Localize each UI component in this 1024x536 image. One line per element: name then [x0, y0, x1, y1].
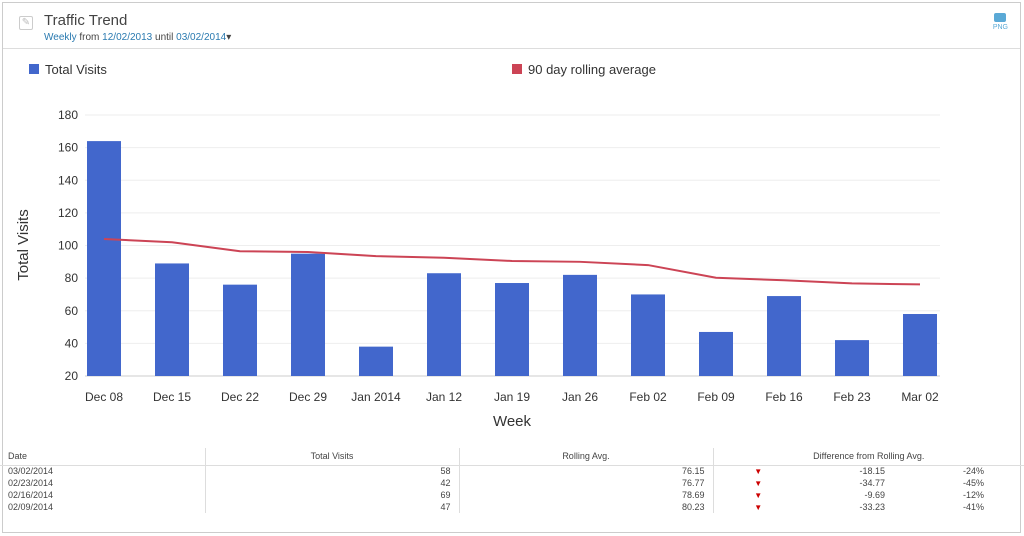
x-tick-label: Dec 22	[221, 390, 259, 404]
y-tick-label: 20	[65, 369, 79, 383]
cell-difference: -34.77	[859, 478, 885, 488]
cell-total-visits: 69	[205, 489, 460, 501]
until-label: until	[155, 32, 174, 43]
table-row: 02/16/2014 69 78.69 ▼ -9.69 -12%	[0, 489, 1024, 501]
export-label: PNG	[992, 24, 1008, 31]
y-tick-label: 140	[58, 173, 78, 187]
legend-label-total-visits: Total Visits	[45, 62, 107, 77]
x-tick-label: Dec 08	[85, 390, 123, 404]
bar	[87, 141, 121, 376]
cell-difference-pct: -12%	[962, 490, 984, 500]
y-tick-label: 80	[65, 271, 79, 285]
x-tick-label: Jan 12	[426, 390, 462, 404]
table-row: 03/02/2014 58 76.15 ▼ -18.15 -24%	[0, 465, 1024, 477]
col-difference[interactable]: Difference from Rolling Avg.	[713, 448, 1024, 466]
caret-down-icon[interactable]: ▾	[226, 32, 232, 43]
table-row: 02/23/2014 42 76.77 ▼ -34.77 -45%	[0, 477, 1024, 489]
rolling-average-line	[103, 237, 921, 286]
bar	[699, 331, 733, 376]
cell-total-visits: 47	[205, 501, 460, 513]
y-tick-label: 100	[58, 239, 78, 253]
export-png-button[interactable]: PNG	[993, 13, 1008, 31]
col-rolling-avg[interactable]: Rolling Avg.	[459, 448, 714, 466]
from-label: from	[79, 32, 100, 43]
cell-rolling-avg: 76.15	[459, 465, 714, 477]
x-tick-label: Feb 02	[629, 390, 667, 404]
cell-total-visits: 42	[205, 477, 460, 489]
cell-difference: -18.15	[859, 466, 885, 477]
down-arrow-icon: ▼	[754, 479, 763, 488]
col-date[interactable]: Date	[0, 448, 206, 466]
bar	[155, 263, 189, 376]
y-tick-label: 60	[65, 304, 79, 318]
y-tick-label: 180	[58, 108, 78, 122]
date-range-selector[interactable]: Weekly from 12/02/2013 until 03/02/2014▾	[44, 32, 231, 43]
legend-swatch-total-visits	[29, 64, 39, 74]
cell-total-visits: 58	[205, 465, 460, 477]
bar	[291, 253, 325, 376]
y-tick-label: 160	[58, 141, 78, 155]
x-tick-label: Mar 02	[901, 390, 939, 404]
y-axis-title: Total Visits	[15, 209, 32, 280]
widget-header: ✎ Traffic Trend Weekly from 12/02/2013 u…	[3, 3, 1020, 49]
bar	[563, 274, 597, 376]
cell-date: 02/16/2014	[0, 489, 206, 501]
bar	[359, 346, 393, 376]
cell-difference: -33.23	[859, 502, 885, 512]
cell-difference: -9.69	[864, 490, 885, 500]
x-tick-label: Feb 16	[765, 390, 803, 404]
cell-rolling-avg: 78.69	[459, 489, 714, 501]
y-tick-label: 120	[58, 206, 78, 220]
cell-date: 02/09/2014	[0, 501, 206, 513]
down-arrow-icon: ▼	[754, 503, 763, 512]
bar	[903, 314, 937, 376]
x-tick-label: Dec 29	[289, 390, 327, 404]
bar	[835, 340, 869, 376]
table-row: 02/09/2014 47 80.23 ▼ -33.23 -41%	[0, 501, 1024, 513]
down-arrow-icon: ▼	[754, 467, 763, 477]
x-tick-label: Feb 09	[697, 390, 735, 404]
camera-icon	[994, 13, 1007, 22]
x-tick-label: Jan 19	[494, 390, 530, 404]
cell-difference-pct: -41%	[962, 502, 984, 512]
cell-difference-pct: -24%	[962, 466, 984, 477]
bar	[631, 294, 665, 376]
bar	[223, 284, 257, 376]
cell-rolling-avg: 76.77	[459, 477, 714, 489]
cell-rolling-avg: 80.23	[459, 501, 714, 513]
chart: 20 40 60 80 100 120 140 160 180 Dec 08 Dec 15 Dec 2…	[15, 62, 940, 430]
x-tick-label: Dec 15	[153, 390, 191, 404]
x-tick-label: Jan 26	[562, 390, 598, 404]
y-tick-label: 40	[65, 336, 79, 350]
legend-label-rolling-average: 90 day rolling average	[528, 62, 656, 77]
col-total-visits[interactable]: Total Visits	[205, 448, 460, 466]
widget-title: Traffic Trend	[44, 12, 128, 29]
down-arrow-icon: ▼	[754, 491, 763, 500]
until-date-link[interactable]: 03/02/2014	[176, 32, 227, 43]
bar	[767, 296, 801, 376]
cell-date: 03/02/2014	[0, 465, 206, 477]
edit-icon[interactable]: ✎	[19, 16, 33, 30]
interval-link[interactable]: Weekly	[44, 32, 77, 43]
x-tick-label: Jan 2014	[351, 390, 401, 404]
cell-date: 02/23/2014	[0, 477, 206, 489]
bar	[427, 273, 461, 376]
x-axis-title: Week	[493, 413, 532, 430]
x-tick-label: Feb 23	[833, 390, 871, 404]
cell-difference-pct: -45%	[962, 478, 984, 488]
legend-swatch-rolling-average	[512, 64, 522, 74]
bar	[495, 283, 529, 376]
from-date-link[interactable]: 12/02/2013	[102, 32, 153, 43]
data-table: Date Total Visits Rolling Avg. Differenc…	[0, 448, 1024, 513]
